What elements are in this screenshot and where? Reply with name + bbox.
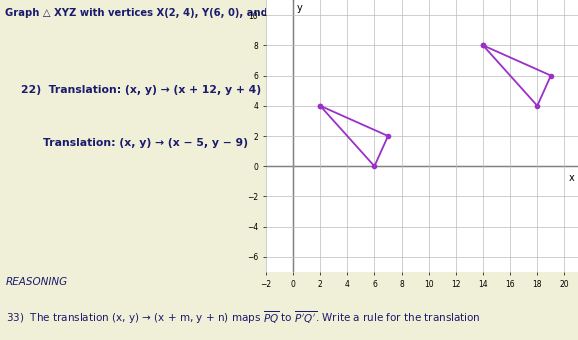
Text: y: y: [297, 3, 303, 13]
Text: Graph △ XYZ with vertices X(2, 4), Y(6, 0), and Z(7, 2) and its image after the : Graph △ XYZ with vertices X(2, 4), Y(6, …: [5, 8, 519, 18]
Text: Translation: (x, y) → (x − 5, y − 9): Translation: (x, y) → (x − 5, y − 9): [43, 138, 247, 148]
Text: REASONING: REASONING: [6, 277, 68, 287]
Text: 33)  The translation (x, y) → (x + m, y + n) maps $\overline{PQ}$ to $\overline{: 33) The translation (x, y) → (x + m, y +…: [6, 309, 480, 326]
Text: x: x: [568, 173, 574, 183]
Text: 22)  Translation: (x, y) → (x + 12, y + 4): 22) Translation: (x, y) → (x + 12, y + 4…: [21, 85, 261, 95]
